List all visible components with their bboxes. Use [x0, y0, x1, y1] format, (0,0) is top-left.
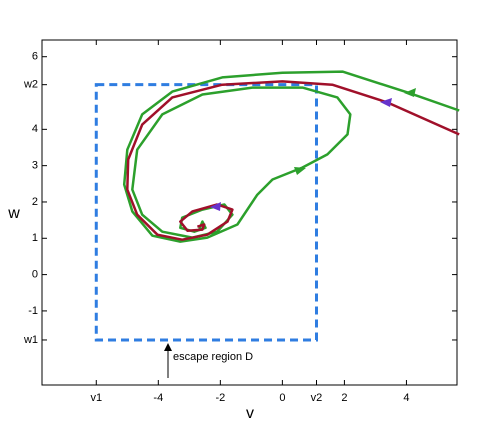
y-tick-label: 3 [32, 160, 38, 172]
y-tick-label: 0 [32, 269, 38, 281]
y-axis-label: w [7, 205, 20, 222]
x-tick-label: v1 [90, 392, 102, 404]
x-axis-label: v [246, 405, 254, 422]
y-tick-label: 2 [32, 196, 38, 208]
x-tick-label: 4 [403, 392, 409, 404]
y-tick-label: w1 [23, 334, 38, 346]
y-tick-label: -1 [28, 305, 38, 317]
trajectory [126, 80, 460, 241]
y-tick-label: w2 [23, 79, 38, 91]
x-tick-label: -4 [153, 392, 163, 404]
y-tick-label: 1 [32, 232, 38, 244]
arrow [404, 88, 416, 97]
y-tick-label: 6 [32, 51, 38, 63]
direction-arrows [210, 88, 416, 211]
x-tick-label: 0 [279, 392, 285, 404]
y-tick-label: 4 [32, 123, 38, 135]
x-tick-label: 2 [341, 392, 347, 404]
x-tick-label: v2 [311, 392, 323, 404]
annotation: escape region D [173, 351, 253, 363]
x-tick-label: -2 [215, 392, 225, 404]
arrow [294, 167, 306, 175]
arrow [210, 202, 221, 211]
plot-frame [41, 39, 458, 386]
arrow [380, 98, 392, 107]
escape-region [94, 83, 318, 342]
